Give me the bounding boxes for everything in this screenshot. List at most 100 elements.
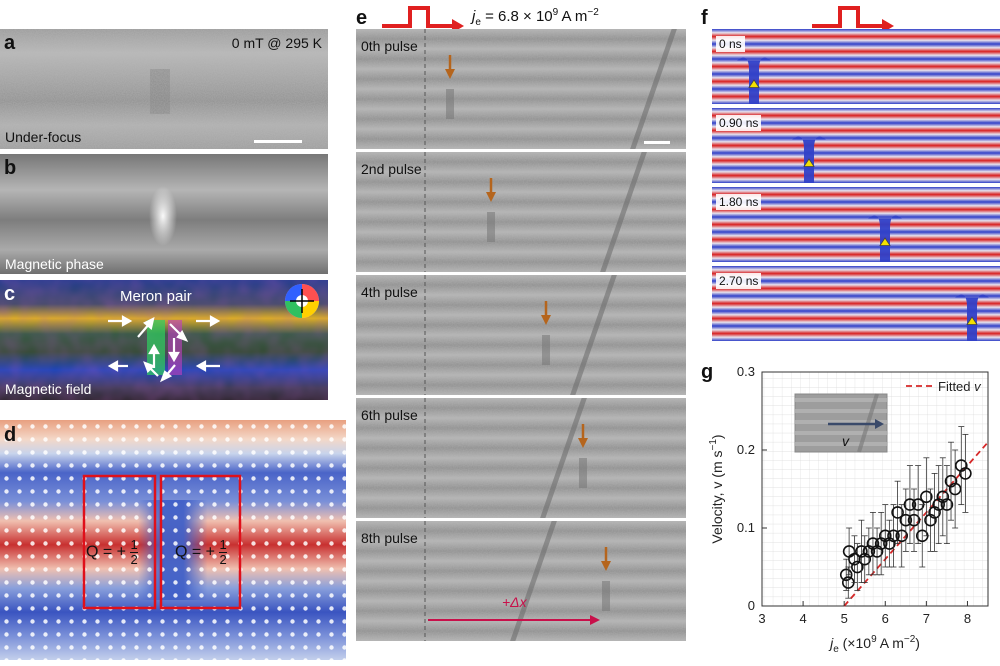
displacement-label: +Δx (502, 594, 527, 610)
x-tick-label: 3 (758, 611, 765, 626)
svg-text:Fitted v: Fitted v (938, 379, 982, 394)
data-point (855, 519, 868, 584)
pulse-frame-image (356, 275, 686, 395)
simulation-time-label: 0.90 ns (716, 115, 762, 131)
panel-d-simulation (0, 420, 346, 660)
y-tick-label: 0.2 (737, 442, 755, 457)
pulse-count-label: 8th pulse (361, 530, 418, 546)
wall-marker-icon (966, 316, 978, 325)
panel-a-image (0, 29, 328, 149)
simulation-frame: 2.70 ns (712, 266, 1000, 341)
field-arrows (107, 315, 221, 383)
x-tick-label: 5 (841, 611, 848, 626)
y-tick-label: 0.1 (737, 520, 755, 535)
pulse-count-label: 2nd pulse (361, 161, 422, 177)
data-point (954, 426, 968, 506)
panel-label-e: e (356, 7, 368, 29)
y-tick-label: 0 (748, 598, 755, 613)
inset-velocity-label: v (842, 433, 850, 449)
pulse-frame-image (356, 152, 686, 272)
topological-charge-left: Q = + 1 2 (86, 537, 138, 567)
data-point (874, 511, 888, 576)
current-density-label: je = 6.8 × 109 A m−2 (472, 7, 599, 28)
data-point (851, 543, 864, 591)
defect-arrow-icon (578, 424, 588, 448)
data-point (932, 465, 945, 545)
pulse-frame: 2nd pulse (356, 152, 686, 272)
magnetic-field-label: Magnetic field (5, 381, 92, 397)
defect-arrow-icon (601, 547, 611, 571)
meron-pair-label: Meron pair (120, 288, 192, 305)
x-tick-label: 6 (882, 611, 889, 626)
panel-b-image (0, 154, 328, 274)
topological-charge-right: Q = + 1 2 (175, 537, 227, 567)
panel-label-d: d (4, 424, 17, 446)
x-tick-label: 7 (923, 611, 930, 626)
pulse-frame: 8th pulse +Δx (356, 521, 686, 641)
data-point (928, 473, 941, 552)
simulation-frame: 0.90 ns (712, 108, 1000, 183)
x-axis-label: je (×109 A m−2) (828, 634, 920, 655)
wall-marker-icon (879, 237, 891, 246)
color-wheel-icon (285, 284, 319, 318)
data-point (862, 527, 876, 576)
wall-marker-icon (748, 79, 760, 88)
pulse-frame-image (356, 521, 686, 641)
data-point (903, 465, 917, 545)
y-tick-label: 0.3 (737, 364, 755, 379)
defect-arrow-icon (486, 178, 496, 202)
x-tick-label: 4 (799, 611, 806, 626)
data-point (944, 441, 958, 521)
pulse-icon (382, 6, 464, 32)
defect-arrow-icon (445, 55, 455, 79)
simulation-frame: 0 ns (712, 29, 1000, 104)
panel-c-image (0, 280, 328, 400)
panel-d: d Q = + 1 2 Q = + 1 2 (0, 420, 346, 660)
panel-label-g: g (701, 361, 714, 383)
panel-c: c Meron pair Magnetic field (0, 280, 328, 400)
pulse-frames: 0th pulse 2nd pulse 4th pulse 6th pulse 8th … (356, 29, 686, 659)
x-tick-label: 8 (964, 611, 971, 626)
pulse-frame-image (356, 398, 686, 518)
data-point (959, 434, 972, 513)
velocity-chart: v 3 4 5 6 7 8 0 0.1 0.2 0.3 Fitted v Velocity, v (m … (708, 364, 989, 655)
data-point (948, 449, 962, 529)
panel-label-b: b (4, 157, 17, 179)
panel-label-a: a (4, 32, 16, 54)
panel-label-c: c (4, 283, 16, 305)
data-point (858, 535, 872, 584)
defect-arrow-icon (541, 301, 551, 325)
y-axis-label: Velocity, v (m s−1) (708, 434, 725, 543)
pulse-frame: 6th pulse (356, 398, 686, 518)
panel-b: b Magnetic phase (0, 154, 328, 274)
simulation-frame: 1.80 ns (712, 187, 1000, 262)
simulation-frame-image (712, 29, 1000, 104)
data-point (924, 488, 937, 552)
pulse-frame-image (356, 29, 686, 149)
displacement-arrow (428, 615, 600, 625)
pulse-count-label: 6th pulse (361, 407, 418, 423)
meron-box-left (82, 474, 157, 610)
meron-box-right (159, 474, 242, 610)
pulse-count-label: 4th pulse (361, 284, 418, 300)
simulation-frames: 0 ns 0.90 ns 1.80 ns 2.70 ns (712, 29, 1000, 341)
data-point (907, 488, 921, 552)
data-point (866, 511, 880, 576)
simulation-frame-image (712, 187, 1000, 262)
pulse-icon-f (812, 6, 894, 32)
wall-marker-icon (803, 158, 815, 167)
pulse-count-label: 0th pulse (361, 38, 418, 54)
data-point (936, 457, 950, 537)
inset-image: v (794, 393, 888, 453)
scale-bar (254, 140, 302, 143)
data-point (878, 504, 892, 568)
chart-legend: Fitted v (906, 379, 982, 394)
condition-label: 0 mT @ 295 K (231, 35, 322, 51)
magnetic-phase-label: Magnetic phase (5, 256, 104, 272)
data-point (899, 488, 913, 552)
pulse-frame: 4th pulse (356, 275, 686, 395)
simulation-time-label: 1.80 ns (716, 194, 762, 210)
pulse-frame: 0th pulse (356, 29, 686, 149)
simulation-time-label: 0 ns (716, 36, 745, 52)
panel-label-f: f (701, 7, 708, 29)
